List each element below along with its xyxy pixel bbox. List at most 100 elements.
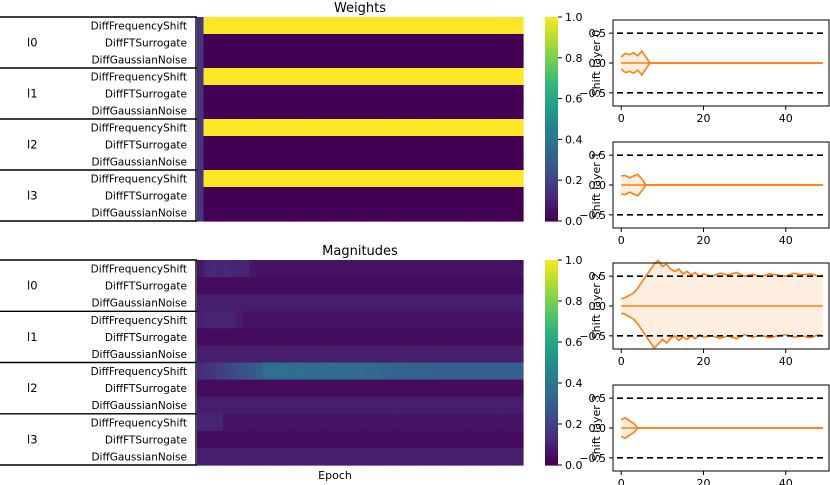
heatmap-cell [249, 311, 257, 329]
colorbar-segment [545, 197, 558, 202]
heatmap-cell [386, 204, 394, 222]
heatmap-cell [281, 328, 289, 347]
heatmap-cell [418, 447, 426, 466]
heatmap-cell [229, 260, 237, 278]
colorbar-segment [545, 307, 558, 312]
heatmap-cell [483, 170, 491, 188]
heatmap-cell [366, 119, 374, 137]
heatmap-cell [236, 187, 244, 205]
heatmap-cell [216, 430, 224, 449]
heatmap-cell [307, 85, 315, 103]
heatmap-cell [210, 294, 218, 312]
colorbar-segment [545, 34, 558, 38]
heatmap-cell [346, 413, 355, 432]
heatmap-cell [255, 311, 263, 329]
heatmap-cell [301, 413, 309, 432]
heatmap-cell [223, 119, 231, 137]
heatmap-cell [457, 396, 465, 415]
heatmap-cell [425, 396, 433, 415]
heatmap-cell [464, 447, 472, 466]
colorbar-segment [545, 115, 558, 120]
colorbar-tick-label: 0.0 [565, 459, 583, 472]
heatmap-cell [503, 102, 511, 120]
heatmap-cell [340, 34, 348, 52]
colorbar-segment [545, 424, 558, 429]
heatmap-cell [307, 136, 315, 154]
heatmap-cell [294, 345, 302, 364]
heatmap-cell [483, 379, 491, 398]
heatmap-cell [366, 379, 374, 398]
heatmap-cell [399, 51, 407, 69]
heatmap-cell [392, 294, 400, 312]
heatmap-cell [281, 17, 289, 35]
colorbar-segment [545, 406, 558, 411]
heatmap-cell [223, 277, 231, 295]
heatmap-cell [255, 396, 263, 415]
heatmap-cell [275, 187, 283, 205]
colorbar-segment [545, 342, 558, 347]
heatmap-cell [386, 153, 394, 171]
heatmap-cell [223, 294, 231, 312]
heatmap-cell [386, 17, 394, 35]
heatmap-cell [379, 204, 387, 222]
heatmap-cell [249, 345, 257, 364]
heatmap-cell [451, 345, 459, 364]
heatmap-cell [229, 204, 237, 222]
heatmap-cell [496, 187, 505, 205]
heatmap-cell [496, 17, 505, 35]
heatmap-cell [320, 17, 328, 35]
heatmap-cell [418, 85, 426, 103]
heatmap-cell [496, 413, 505, 432]
heatmap-cell [399, 294, 407, 312]
heatmap-cell [327, 447, 335, 466]
heatmap-cell [509, 68, 518, 86]
heatmap-cell [496, 85, 505, 103]
colorbar-segment [545, 139, 558, 144]
heatmap-cell [366, 17, 374, 35]
heatmap-cell [223, 362, 231, 381]
heatmap-cell [327, 379, 335, 398]
heatmap-cell [353, 17, 361, 35]
heatmap-cell [470, 260, 478, 278]
heatmap-cell [470, 379, 478, 398]
heatmap-cell [399, 311, 407, 329]
heatmap-cell [307, 345, 315, 364]
heatmap-cell [470, 119, 478, 137]
heatmap-cell [223, 187, 231, 205]
colorbar-tick-label: 1.0 [565, 11, 583, 24]
heatmap-cell [281, 260, 289, 278]
heatmap-cell [470, 17, 478, 35]
heatmap-cell [457, 119, 465, 137]
upper-bound-line [620, 259, 824, 300]
heatmap-cell [399, 17, 407, 35]
heatmap-cell [360, 379, 368, 398]
heatmap-cell [392, 136, 400, 154]
heatmap-cell [229, 187, 237, 205]
heatmap-cell [327, 362, 335, 381]
colorbar-segment [545, 27, 558, 32]
heatmap-cell [509, 170, 518, 188]
heatmap-cell [210, 68, 218, 86]
heatmap-cell [268, 277, 276, 295]
heatmap-cell [210, 362, 218, 381]
heatmap-cell [444, 170, 452, 188]
heatmap-cell [444, 294, 452, 312]
heatmap-cell [333, 345, 342, 364]
heatmap-cell [451, 311, 459, 329]
heatmap-cell [216, 447, 224, 466]
heatmap-cell [236, 51, 244, 69]
heatmap-cell [262, 311, 270, 329]
heatmap-cell [457, 328, 465, 347]
heatmap-cell [496, 345, 505, 364]
heatmap-cell [223, 447, 231, 466]
heatmap-cell [262, 136, 270, 154]
heatmap-cell [516, 447, 524, 466]
heatmap-cell [242, 119, 250, 137]
heatmap-cell [457, 294, 465, 312]
heatmap-cell [418, 119, 426, 137]
heatmap-cell [496, 277, 505, 295]
group-label: l3 [27, 189, 38, 203]
colorbar-segment [545, 297, 558, 302]
heatmap-cell [438, 17, 446, 35]
